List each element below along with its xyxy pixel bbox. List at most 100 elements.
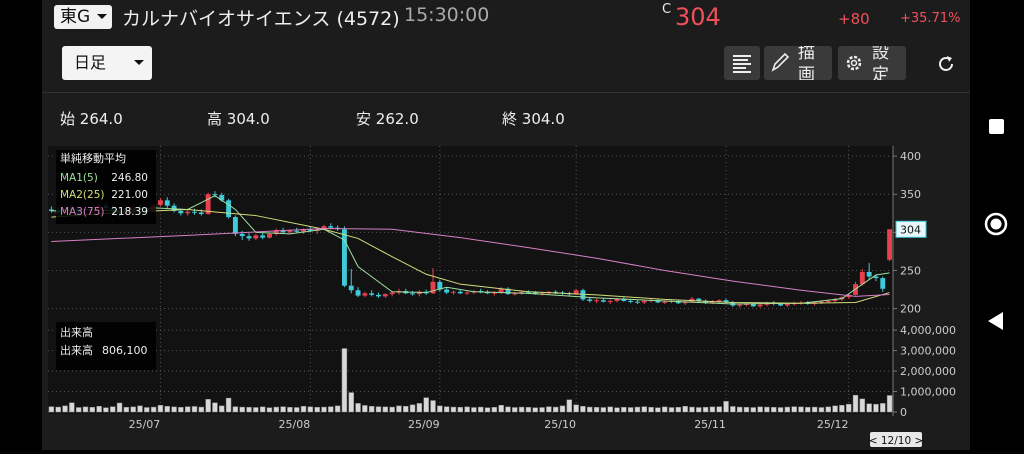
y-tick-label: 3,000,000	[900, 345, 956, 358]
candle-body	[696, 298, 702, 301]
volume-bar	[171, 406, 177, 413]
x-tick-label: 25/11	[694, 418, 726, 431]
candle-body	[171, 205, 177, 211]
volume-panel	[48, 322, 893, 414]
volume-bar	[150, 406, 157, 413]
candle-body	[178, 210, 184, 214]
volume-bar	[696, 407, 702, 413]
volume-bar	[137, 405, 143, 413]
volume-bar	[62, 405, 68, 413]
stat-high: 高 304.0	[207, 108, 270, 129]
candle-body	[48, 209, 54, 211]
volume-bar	[498, 404, 504, 413]
indicator-button[interactable]	[724, 46, 760, 80]
volume-bar	[723, 401, 729, 413]
candle-body	[212, 194, 218, 196]
volume-bar	[880, 403, 886, 413]
candle-body	[198, 212, 204, 215]
volume-bar	[403, 406, 409, 413]
candle-body	[512, 293, 518, 295]
candle-body	[389, 292, 395, 295]
volume-bar	[280, 406, 286, 413]
ma-legend-value: 246.80	[111, 172, 148, 184]
volume-bar	[805, 407, 811, 413]
volume-bar	[811, 406, 818, 413]
volume-bar	[546, 406, 552, 413]
candle-body	[273, 230, 279, 234]
volume-bar	[689, 406, 695, 413]
volume-bar	[614, 407, 620, 413]
candle-body	[437, 281, 443, 290]
last-price-tag	[895, 220, 927, 238]
reload-icon[interactable]	[934, 52, 958, 76]
volume-bar	[580, 406, 586, 413]
draw-button[interactable]: 描画	[764, 46, 832, 80]
volume-bar	[539, 407, 545, 413]
candle-body	[341, 229, 347, 286]
candle-body	[294, 230, 300, 232]
candle-body	[232, 217, 238, 234]
volume-bar	[409, 404, 416, 413]
volume-bar	[866, 403, 872, 413]
candle-body	[410, 293, 416, 295]
price: 304	[675, 3, 721, 31]
volume-bar	[873, 403, 879, 413]
volume-bar	[532, 407, 538, 413]
volume-bar	[307, 406, 314, 413]
volume-bar	[846, 403, 852, 413]
volume-bar	[184, 406, 191, 413]
volume-bar	[702, 407, 709, 413]
candle-body	[321, 226, 327, 229]
candle-body	[880, 278, 886, 289]
candle-body	[457, 291, 463, 294]
volume-bar	[852, 394, 859, 413]
volume-bar	[662, 406, 668, 413]
volume-bar	[362, 405, 368, 413]
x-tick-label: 25/12	[817, 418, 849, 431]
candle-body	[164, 200, 170, 206]
volume-bar	[825, 406, 831, 413]
candle-body	[778, 303, 784, 306]
nav-icons	[984, 119, 1008, 330]
draw-label: 描画	[798, 46, 815, 80]
y-tick-label: 400	[900, 150, 921, 163]
volume-bar	[287, 407, 293, 413]
candle-body	[519, 291, 525, 294]
candle-body	[818, 301, 824, 303]
ma-legend-bg	[56, 150, 156, 224]
candle-body	[825, 300, 831, 302]
volume-bar	[832, 405, 838, 413]
candle-body	[600, 300, 606, 302]
volume-legend-name: 出来高	[60, 343, 93, 357]
recent-button[interactable]	[989, 119, 1004, 134]
home-button[interactable]	[984, 212, 1008, 236]
candle-body	[716, 300, 722, 302]
back-button[interactable]	[988, 312, 1003, 330]
stat-label: 始	[60, 110, 76, 128]
volume-bar	[219, 405, 225, 413]
volume-legend-bg	[56, 322, 156, 370]
volume-bar	[655, 407, 661, 413]
candle-body	[205, 194, 211, 215]
volume-bar	[627, 407, 634, 413]
period-select[interactable]: 日足	[62, 46, 152, 80]
settings-button[interactable]: 設定	[838, 46, 906, 80]
candle-body	[873, 276, 879, 279]
volume-bar	[478, 406, 484, 413]
candle-body	[887, 229, 893, 260]
date-nav[interactable]: < 12/10 >	[869, 435, 924, 447]
volume-bar	[294, 407, 300, 413]
volume-bar	[573, 404, 579, 413]
market-select[interactable]: 東G	[54, 5, 112, 29]
volume-bar	[69, 402, 75, 413]
volume-bar	[730, 406, 736, 413]
candle-body	[260, 235, 266, 238]
volume-bar	[205, 399, 211, 413]
ma-legend-value: 221.00	[111, 189, 148, 201]
app: 東G カルナバイオサイエンス (4572) 15:30:00 C 304 +80…	[42, 0, 970, 450]
ma-legend-name: MA1(5)	[60, 172, 98, 184]
volume-bar	[191, 406, 198, 413]
y-tick-label: 4,000,000	[900, 324, 956, 337]
volume-bar	[382, 406, 389, 413]
